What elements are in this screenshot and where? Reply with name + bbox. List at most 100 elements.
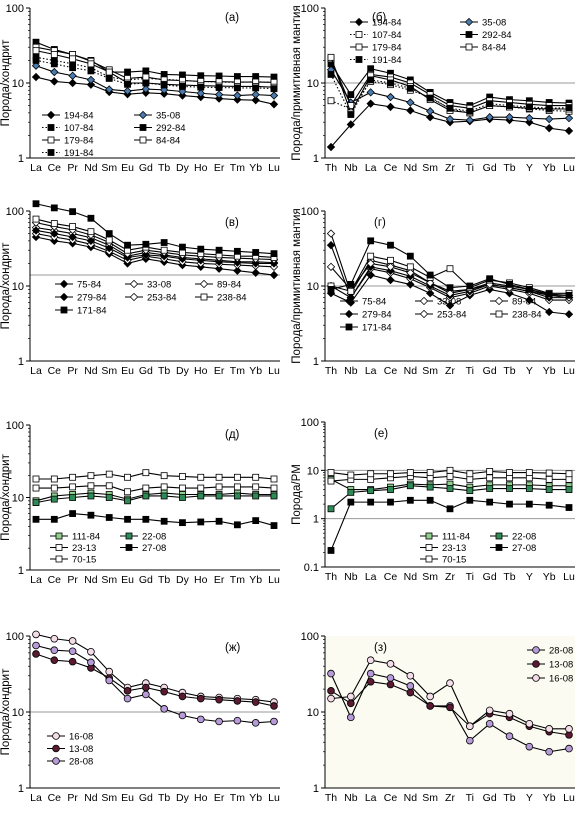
legend-label: 238-84 bbox=[512, 310, 542, 321]
data-point bbox=[466, 496, 474, 504]
legend-marker bbox=[494, 296, 504, 306]
x-tick-label: Gd bbox=[139, 162, 153, 174]
data-point bbox=[525, 113, 534, 123]
data-point bbox=[545, 123, 554, 133]
data-point bbox=[486, 485, 494, 492]
data-point bbox=[87, 67, 95, 75]
data-point bbox=[68, 637, 77, 645]
x-tick-label: Er bbox=[214, 365, 225, 377]
data-point bbox=[445, 114, 455, 124]
data-point bbox=[270, 250, 278, 258]
data-point bbox=[446, 485, 454, 492]
legend-marker bbox=[47, 124, 55, 131]
legend-label: 28-08 bbox=[69, 757, 93, 768]
data-point bbox=[50, 220, 58, 227]
series-35-08 bbox=[326, 65, 574, 125]
legend-marker bbox=[139, 136, 147, 144]
panel-label: (д) bbox=[225, 429, 240, 441]
data-point bbox=[387, 470, 394, 478]
data-point bbox=[31, 72, 41, 82]
data-point bbox=[142, 67, 150, 75]
chart-panel-g: 1 10 100 Th Nb La Ce Nd Sm Zr Ti Gd Tb Y Yb Lu Порода/пр… bbox=[291, 206, 575, 377]
data-point bbox=[347, 699, 355, 708]
data-point bbox=[233, 697, 242, 705]
data-point bbox=[386, 275, 395, 285]
x-tick-label: Y bbox=[526, 365, 533, 377]
y-tick-label: 10 bbox=[12, 493, 24, 505]
y-tick-label: 10 bbox=[307, 465, 319, 477]
x-tick-label: Ce bbox=[48, 162, 62, 174]
legend-marker bbox=[419, 309, 429, 319]
data-point bbox=[445, 289, 455, 298]
legend-label: 238-84 bbox=[217, 293, 247, 304]
x-tick-label: Er bbox=[214, 574, 225, 586]
series-16-08 bbox=[32, 630, 278, 706]
legend-label: 107-84 bbox=[64, 123, 94, 134]
chart-panel-zh: 1 10 100 La Ce Pr Nd Sm Eu Gd Tb Dy Ho Er Tm Yb Lu Порода… bbox=[0, 630, 280, 804]
data-point bbox=[68, 232, 77, 242]
data-point bbox=[406, 252, 414, 260]
x-tick-label: La bbox=[365, 162, 377, 174]
data-point bbox=[367, 470, 375, 478]
panel-label: (а) bbox=[225, 12, 239, 24]
legend-marker bbox=[495, 544, 503, 551]
x-tick-label: Yb bbox=[249, 365, 262, 377]
data-point bbox=[446, 679, 454, 687]
data-point bbox=[215, 246, 223, 254]
data-point bbox=[124, 80, 131, 88]
data-point bbox=[270, 717, 278, 726]
data-point bbox=[160, 483, 168, 491]
data-point bbox=[105, 470, 113, 478]
y-tick-label: 100 bbox=[301, 631, 319, 643]
y-tick-label: 100 bbox=[301, 206, 319, 218]
data-point bbox=[347, 713, 355, 722]
data-point bbox=[485, 706, 494, 715]
data-point bbox=[32, 630, 40, 639]
x-tick-label: Nb bbox=[344, 571, 358, 583]
data-point bbox=[387, 241, 394, 249]
data-point bbox=[142, 240, 150, 248]
data-point bbox=[32, 484, 40, 492]
legend-label: 191-84 bbox=[64, 148, 94, 159]
legend-marker bbox=[60, 306, 68, 314]
data-point bbox=[506, 485, 513, 492]
data-point bbox=[142, 79, 150, 87]
data-point bbox=[446, 466, 454, 474]
x-tick-label: Lu bbox=[563, 571, 575, 583]
data-point bbox=[178, 711, 187, 720]
data-point bbox=[50, 634, 59, 643]
y-tick-label: 1 bbox=[18, 783, 24, 795]
data-point bbox=[505, 732, 514, 741]
x-tick-label: Th bbox=[325, 571, 337, 583]
data-point bbox=[270, 85, 278, 93]
data-point bbox=[525, 103, 533, 111]
data-point bbox=[160, 239, 168, 246]
data-point bbox=[406, 280, 415, 289]
data-point bbox=[347, 91, 355, 99]
y-axis-label: Порода/хондрит bbox=[0, 453, 12, 540]
data-point bbox=[426, 496, 434, 504]
data-point bbox=[366, 669, 375, 678]
data-point bbox=[525, 295, 534, 305]
data-point bbox=[545, 475, 553, 483]
data-point bbox=[233, 258, 242, 267]
data-point bbox=[32, 215, 40, 223]
data-point bbox=[105, 676, 114, 685]
data-point bbox=[197, 245, 205, 253]
legend-label: 171-84 bbox=[77, 306, 107, 317]
chart-panel-d: 1 10 100 La Ce Pr Nd Sm Eu Gd Tb Dy Ho Er Tm Yb Lu Порода… bbox=[0, 420, 280, 586]
x-tick-label: Ce bbox=[48, 574, 62, 586]
data-point bbox=[124, 497, 131, 505]
data-point bbox=[466, 282, 474, 290]
y-axis-label: Порода/примитивная мантия bbox=[291, 208, 303, 363]
data-point bbox=[123, 86, 132, 96]
series-70-15 bbox=[327, 466, 573, 479]
data-point bbox=[50, 60, 58, 68]
data-point bbox=[68, 78, 77, 88]
legend-label: 292-84 bbox=[482, 30, 512, 41]
data-point bbox=[50, 77, 59, 86]
data-point bbox=[525, 469, 533, 476]
y-tick-label: 100 bbox=[6, 206, 24, 218]
data-point bbox=[386, 680, 395, 689]
x-tick-label: Dy bbox=[176, 792, 190, 804]
